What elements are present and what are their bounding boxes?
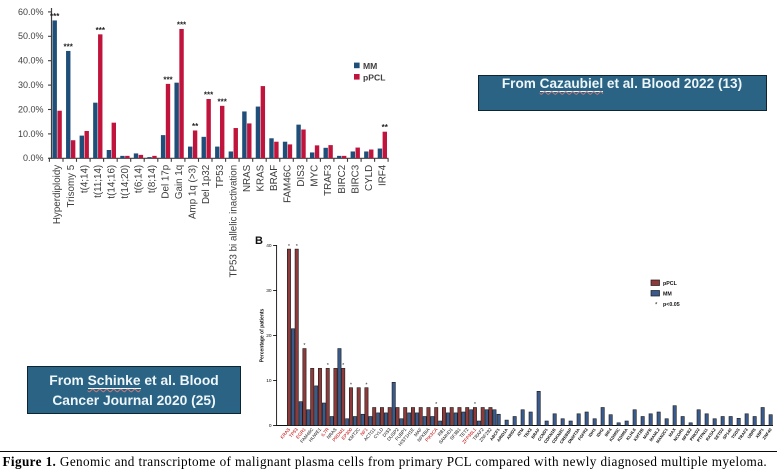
- svg-text:TP53 bi allelic inactivation: TP53 bi allelic inactivation: [228, 165, 239, 278]
- svg-text:40.0%: 40.0%: [18, 56, 44, 66]
- svg-text:Trisomy 5: Trisomy 5: [66, 164, 77, 207]
- svg-text:0.0%: 0.0%: [23, 153, 44, 163]
- svg-text:50.0%: 50.0%: [18, 31, 44, 41]
- svg-text:NRAS: NRAS: [242, 164, 253, 192]
- svg-text:***: ***: [177, 21, 187, 30]
- svg-text:UBR5: UBR5: [746, 427, 757, 440]
- svg-text:0: 0: [269, 423, 272, 429]
- svg-text:TBX3: TBX3: [523, 427, 534, 439]
- svg-text:MM: MM: [663, 292, 672, 298]
- svg-text:*: *: [296, 244, 299, 250]
- svg-text:Hyperdiploidy: Hyperdiploidy: [52, 165, 63, 224]
- svg-text:MYC: MYC: [310, 165, 321, 187]
- svg-text:MAF: MAF: [413, 427, 423, 438]
- svg-text:*: *: [303, 343, 306, 349]
- svg-text:Del 1p32: Del 1p32: [201, 165, 212, 204]
- svg-text:*: *: [342, 363, 345, 369]
- svg-text:p<0.05: p<0.05: [663, 302, 680, 308]
- svg-text:DIS3: DIS3: [296, 164, 307, 186]
- svg-text:BRAF: BRAF: [269, 165, 280, 191]
- svg-text:ARID2: ARID2: [506, 427, 518, 441]
- svg-text:KRAS: KRAS: [255, 164, 266, 191]
- svg-text:SP140: SP140: [722, 427, 734, 441]
- svg-text:pPCL: pPCL: [663, 281, 678, 287]
- svg-text:30.0%: 30.0%: [18, 80, 44, 90]
- svg-text:XBP1: XBP1: [754, 427, 765, 439]
- svg-text:NF1: NF1: [359, 427, 369, 437]
- svg-text:***: ***: [50, 12, 60, 21]
- svg-text:CYLD: CYLD: [364, 165, 375, 191]
- svg-text:BRAF: BRAF: [530, 427, 541, 440]
- svg-text:IRF4: IRF4: [604, 427, 614, 438]
- svg-text:Amp 1q (>3): Amp 1q (>3): [188, 165, 199, 219]
- svg-text:*: *: [327, 363, 330, 369]
- svg-text:TP53: TP53: [288, 427, 299, 439]
- svg-text:BIRC3: BIRC3: [350, 164, 361, 193]
- svg-text:MM: MM: [363, 61, 377, 71]
- svg-text:10.0%: 10.0%: [18, 129, 44, 139]
- svg-text:TET2: TET2: [459, 427, 470, 439]
- svg-text:ATM: ATM: [516, 427, 525, 437]
- svg-text:BIRC2: BIRC2: [337, 165, 348, 194]
- svg-text:*: *: [350, 382, 353, 388]
- svg-text:KRAS: KRAS: [279, 427, 291, 440]
- svg-text:**: **: [192, 122, 199, 131]
- svg-text:MAX: MAX: [667, 427, 677, 438]
- svg-text:t(8;14): t(8;14): [147, 165, 158, 193]
- svg-text:t(14;16): t(14;16): [106, 165, 117, 199]
- svg-text:*: *: [474, 402, 477, 408]
- svg-text:***: ***: [204, 91, 214, 100]
- svg-text:20: 20: [266, 333, 272, 339]
- svg-text:B: B: [255, 235, 263, 247]
- svg-text:*: *: [288, 244, 291, 250]
- svg-text:20.0%: 20.0%: [18, 104, 44, 114]
- svg-text:ZNF40: ZNF40: [761, 427, 773, 441]
- svg-text:RB1: RB1: [437, 427, 447, 437]
- svg-text:40: 40: [266, 243, 272, 249]
- svg-text:Gain 1q: Gain 1q: [174, 165, 185, 199]
- svg-text:*: *: [365, 382, 368, 388]
- svg-text:IL7R: IL7R: [320, 426, 331, 437]
- svg-text:*: *: [435, 402, 438, 408]
- svg-text:***: ***: [163, 75, 173, 84]
- svg-text:t(11;14): t(11;14): [93, 165, 104, 198]
- svg-text:IDH1: IDH1: [587, 427, 597, 438]
- svg-text:pPCL: pPCL: [363, 72, 385, 82]
- svg-text:MAFB: MAFB: [642, 427, 653, 440]
- svg-text:DIS3: DIS3: [382, 427, 393, 438]
- svg-text:***: ***: [64, 42, 74, 51]
- svg-text:10: 10: [266, 378, 272, 384]
- svg-text:***: ***: [96, 26, 106, 35]
- svg-text:30: 30: [266, 288, 272, 294]
- svg-text:Del 17p: Del 17p: [161, 164, 172, 198]
- svg-text:***: ***: [218, 97, 228, 106]
- svg-text:60.0%: 60.0%: [18, 7, 44, 17]
- svg-text:FAM46C: FAM46C: [283, 165, 294, 203]
- svg-text:*: *: [655, 303, 658, 309]
- svg-text:t(14;20): t(14;20): [120, 165, 131, 199]
- svg-text:t(4;14): t(4;14): [79, 165, 90, 193]
- svg-text:TGDS: TGDS: [730, 427, 741, 440]
- svg-text:t(6;14): t(6;14): [134, 165, 145, 193]
- svg-text:IRF4: IRF4: [377, 164, 388, 186]
- svg-text:**: **: [382, 123, 389, 132]
- svg-text:Percentage of patients: Percentage of patients: [260, 308, 266, 362]
- svg-text:TP53: TP53: [215, 164, 226, 188]
- svg-text:TRAF3: TRAF3: [323, 164, 334, 196]
- svg-text:IDH2: IDH2: [595, 427, 605, 438]
